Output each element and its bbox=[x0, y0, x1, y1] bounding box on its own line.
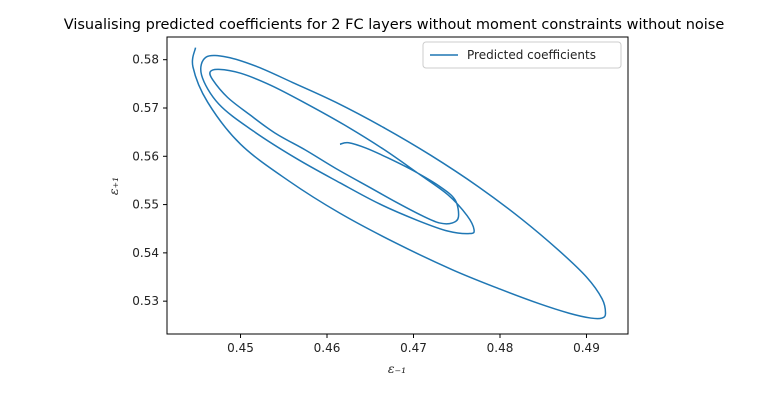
series-layer bbox=[191, 47, 607, 320]
y-tick-label: 0.54 bbox=[132, 246, 159, 260]
y-axis: 0.53 0.54 0.55 0.56 0.57 0.58 bbox=[132, 53, 167, 308]
y-tick-label: 0.56 bbox=[132, 149, 159, 163]
x-tick-label: 0.49 bbox=[573, 341, 600, 355]
legend-label-predicted-coefficients: Predicted coefficients bbox=[467, 48, 596, 62]
x-tick-label: 0.48 bbox=[487, 341, 514, 355]
x-tick-label: 0.47 bbox=[400, 341, 427, 355]
plot-area bbox=[166, 36, 629, 335]
chart-title: Visualising predicted coefficients for 2… bbox=[64, 17, 725, 33]
y-tick-label: 0.53 bbox=[132, 294, 159, 308]
x-tick-label: 0.45 bbox=[227, 341, 254, 355]
y-tick-label: 0.57 bbox=[132, 101, 159, 115]
legend-box bbox=[422, 41, 622, 69]
legend: Predicted coefficients bbox=[422, 41, 622, 69]
series-line-predicted-coefficients bbox=[191, 47, 607, 320]
x-axis-label: ε₋₁ bbox=[388, 361, 406, 376]
x-axis: 0.45 0.46 0.47 0.48 0.49 bbox=[227, 334, 600, 355]
y-tick-label: 0.55 bbox=[132, 198, 159, 212]
y-tick-label: 0.58 bbox=[132, 53, 159, 67]
y-axis-label: ε₊₁ bbox=[106, 177, 121, 195]
x-tick-label: 0.46 bbox=[314, 341, 341, 355]
